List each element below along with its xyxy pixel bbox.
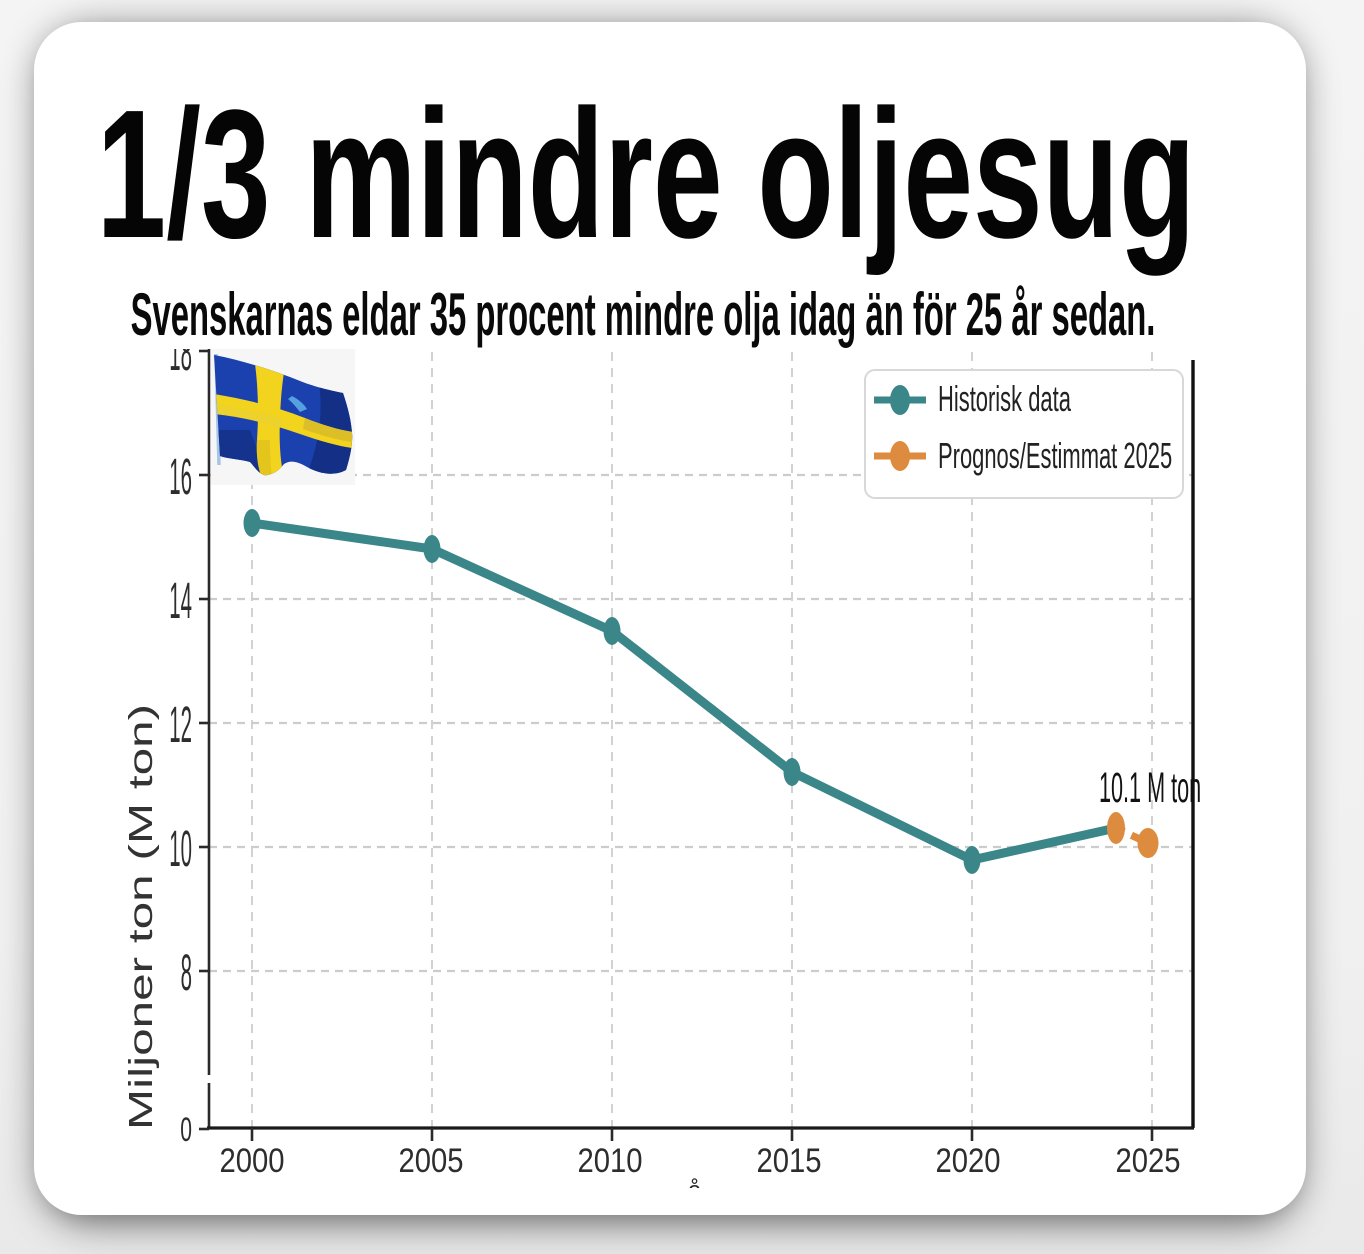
- svg-text:1/3 mindre oljesug: 1/3 mindre oljesug: [97, 72, 1196, 276]
- svg-text:14: 14: [169, 573, 192, 629]
- svg-text:16: 16: [169, 449, 192, 505]
- svg-text:å: å: [688, 1177, 702, 1204]
- svg-text:Miljoner ton (M ton): Miljoner ton (M ton): [122, 704, 159, 1130]
- svg-text:2015: 2015: [756, 1141, 821, 1180]
- svg-text:8: 8: [181, 945, 192, 1001]
- svg-text:0: 0: [180, 1110, 192, 1148]
- svg-text:2000: 2000: [219, 1141, 284, 1180]
- svg-text:Prognos/Estimmat 2025: Prognos/Estimmat 2025: [938, 437, 1172, 477]
- svg-text:10: 10: [169, 821, 192, 877]
- svg-text:2020: 2020: [935, 1141, 1000, 1180]
- svg-text:12: 12: [169, 697, 192, 753]
- svg-text:2010: 2010: [577, 1141, 642, 1180]
- svg-text:Svenskarnas eldar 35 procent m: Svenskarnas eldar 35 procent mindre olja…: [131, 282, 1156, 349]
- svg-text:2025: 2025: [1115, 1141, 1180, 1180]
- svg-text:18: 18: [169, 325, 192, 381]
- svg-text:2005: 2005: [398, 1141, 463, 1180]
- svg-text:10.1 M ton: 10.1 M ton: [1099, 764, 1201, 812]
- svg-text:Historisk data: Historisk data: [938, 380, 1071, 420]
